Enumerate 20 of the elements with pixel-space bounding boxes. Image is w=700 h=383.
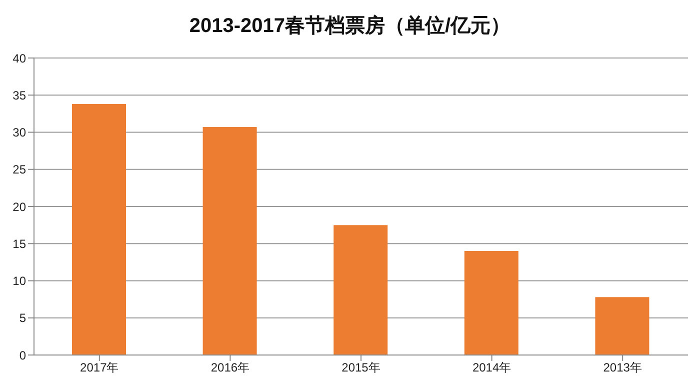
x-tick-label: 2015年 (342, 360, 380, 375)
bar (464, 251, 518, 355)
bar (72, 104, 126, 355)
x-tick-label: 2013年 (603, 360, 642, 375)
y-tick-label: 20 (12, 200, 26, 214)
bar (202, 127, 257, 355)
y-tick-label: 10 (12, 274, 26, 288)
bar (595, 297, 650, 355)
y-tick-label: 40 (12, 51, 26, 66)
x-tick-label: 2017年 (80, 360, 119, 375)
chart-title: 2013-2017春节档票房（单位/亿元） (188, 14, 512, 39)
x-tick-label: 2014年 (472, 360, 512, 375)
y-tick-label: 30 (12, 126, 26, 140)
y-tick-label: 5 (19, 311, 26, 326)
y-tick-label: 0 (19, 348, 26, 362)
bar (334, 225, 388, 355)
y-tick-label: 15 (12, 236, 26, 251)
x-tick-label: 2016年 (210, 360, 250, 375)
y-tick-label: 35 (12, 88, 26, 102)
y-tick-label: 25 (12, 162, 26, 177)
